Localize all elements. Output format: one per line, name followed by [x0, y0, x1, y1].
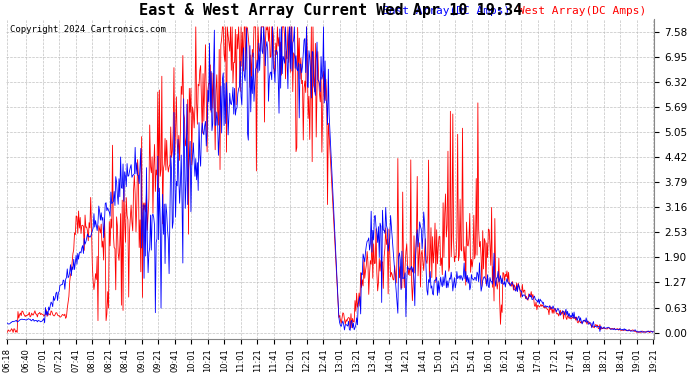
Text: West Array(DC Amps): West Array(DC Amps): [518, 6, 647, 16]
Title: East & West Array Current Wed Apr 10 19:34: East & West Array Current Wed Apr 10 19:…: [139, 3, 522, 18]
Text: Copyright 2024 Cartronics.com: Copyright 2024 Cartronics.com: [10, 26, 166, 34]
Text: East Array(DC Amps): East Array(DC Amps): [382, 6, 511, 16]
